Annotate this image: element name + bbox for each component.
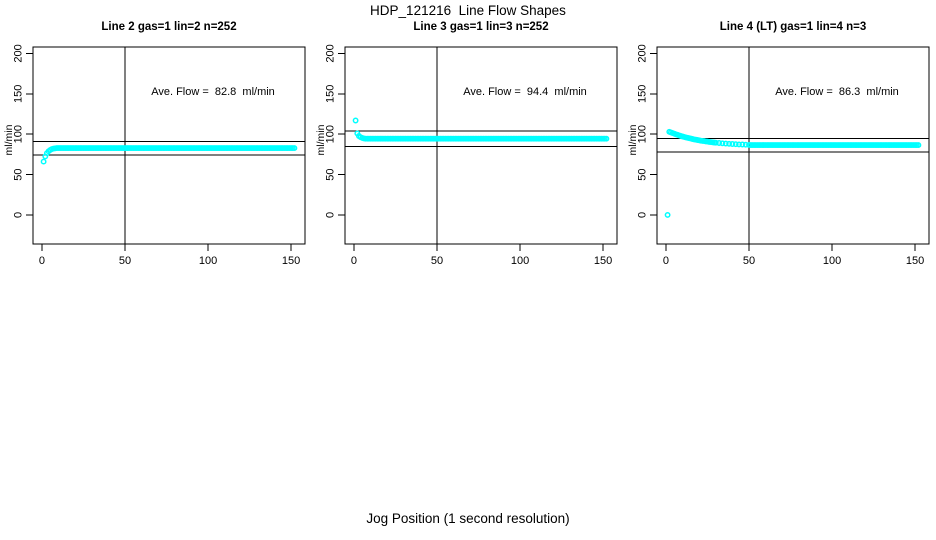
x-axis-ticks: 0 50 100 150 (663, 244, 924, 267)
plot-box (32, 46, 306, 245)
data-point (915, 142, 922, 149)
y-axis-label: ml/min (3, 124, 15, 156)
data-point (40, 158, 47, 165)
data-point (729, 141, 736, 147)
x-axis-ticks: 0 50 100 150 (351, 244, 612, 267)
x-tick-label: 0 (351, 255, 357, 267)
x-tick-label: 150 (906, 255, 924, 267)
y-tick-label: 200 (13, 44, 25, 62)
x-tick-label: 150 (282, 255, 300, 267)
x-tick-label: 0 (39, 255, 45, 267)
y-tick-label: 100 (325, 125, 337, 143)
data-point (726, 140, 733, 147)
data-point (732, 141, 739, 148)
data-point (722, 140, 729, 147)
y-axis-label: ml/min (627, 124, 639, 156)
y-tick-label: 50 (637, 168, 649, 180)
flow-data-points (664, 128, 922, 218)
y-tick-label: 100 (637, 125, 649, 143)
x-axis-ticks: 0 50 100 150 (39, 244, 300, 267)
x-tick-label: 100 (199, 255, 217, 267)
data-point (716, 140, 723, 146)
y-tick-label: 0 (13, 212, 25, 218)
data-point (719, 140, 726, 147)
plot-box (656, 46, 930, 245)
y-tick-label: 50 (13, 168, 25, 180)
x-tick-label: 150 (594, 255, 612, 267)
plot-box (344, 46, 618, 245)
data-point (603, 135, 610, 142)
flow-data-points (40, 145, 298, 165)
panel-title: Line 2 gas=1 lin=2 n=252 (101, 21, 237, 33)
y-axis-ticks: 0 50 100 150 200 (13, 44, 33, 218)
data-point (664, 211, 671, 218)
data-point (291, 145, 298, 152)
x-axis-label: Jog Position (1 second resolution) (366, 511, 570, 526)
ave-flow-annotation: Ave. Flow = 94.4 ml/min (463, 86, 587, 98)
flow-data-points (352, 117, 610, 142)
y-axis-ticks: 0 50 100 150 200 (637, 44, 657, 218)
reference-lines (345, 47, 617, 244)
x-tick-label: 0 (663, 255, 669, 267)
y-axis-ticks: 0 50 100 150 200 (325, 44, 345, 218)
plot-svg-line-4: 0 50 100 150 200 0 50 100 150 (637, 44, 930, 267)
x-tick-label: 50 (119, 255, 131, 267)
y-tick-label: 0 (637, 212, 649, 218)
ave-flow-annotation: Ave. Flow = 82.8 ml/min (151, 86, 275, 98)
y-tick-label: 150 (13, 85, 25, 103)
x-tick-label: 100 (823, 255, 841, 267)
x-tick-label: 50 (743, 255, 755, 267)
y-tick-label: 150 (637, 85, 649, 103)
panel-line-3: 0 50 100 150 200 0 50 100 150 Line 3 gas=1 lin=3… (312, 20, 624, 270)
y-tick-label: 150 (325, 85, 337, 103)
x-tick-label: 50 (431, 255, 443, 267)
y-tick-label: 200 (637, 44, 649, 62)
panel-line-4: 0 50 100 150 200 0 50 100 150 Line 4 (LT) gas=1 … (624, 20, 936, 270)
data-point (739, 141, 746, 148)
plot-svg-line-3: 0 50 100 150 200 0 50 100 150 (325, 44, 618, 267)
y-tick-label: 50 (325, 168, 337, 180)
data-point (736, 141, 742, 148)
y-tick-label: 200 (325, 44, 337, 62)
panel-title: Line 4 (LT) gas=1 lin=4 n=3 (719, 21, 867, 33)
x-tick-label: 100 (511, 255, 529, 267)
main-title: HDP_121216 Line Flow Shapes (370, 3, 566, 18)
panel-line-2: 0 50 100 150 200 0 50 100 150 Line 2 gas=1 lin=2… (0, 20, 312, 270)
data-point (352, 117, 359, 124)
data-point (712, 139, 719, 146)
y-tick-label: 100 (13, 125, 25, 143)
ave-flow-annotation: Ave. Flow = 86.3 ml/min (775, 86, 899, 98)
y-tick-label: 0 (325, 212, 337, 218)
panel-title: Line 3 gas=1 lin=3 n=252 (413, 21, 549, 33)
y-axis-label: ml/min (315, 124, 327, 156)
plot-svg-line-2: 0 50 100 150 200 0 50 100 150 (13, 44, 306, 267)
